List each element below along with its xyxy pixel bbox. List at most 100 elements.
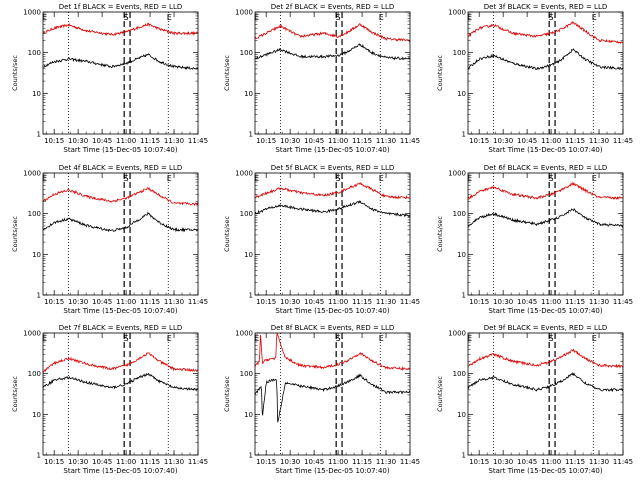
event-rate-series xyxy=(467,372,623,393)
interval-marker-label: E xyxy=(254,334,259,343)
interval-marker-label: E xyxy=(467,13,472,22)
interval-marker-label: S xyxy=(124,174,129,183)
x-tick-label: 10:45 xyxy=(517,298,537,306)
lld-rate-series xyxy=(42,187,199,207)
x-tick-label: 11:30 xyxy=(376,298,396,306)
x-tick-label: 11:15 xyxy=(352,137,372,145)
x-tick-label: 10:45 xyxy=(92,137,112,145)
x-axis-label: Start Time (15-Dec-05 10:07:40) xyxy=(275,146,389,154)
x-tick-label: 11:15 xyxy=(140,298,160,306)
x-tick-label: 11:15 xyxy=(565,137,585,145)
interval-marker-label: E xyxy=(592,13,597,22)
x-tick-label: 11:30 xyxy=(376,137,396,145)
x-tick-label: 10:45 xyxy=(304,137,324,145)
y-tick-label: 1 xyxy=(249,131,253,139)
y-tick-label: 1 xyxy=(37,452,41,460)
x-tick-label: 11:15 xyxy=(140,458,160,466)
x-tick-label: 10:15 xyxy=(44,458,64,466)
chart-title: Det 1f BLACK = Events, RED = LLD xyxy=(59,3,182,11)
chart-title: Det 6f BLACK = Events, RED = LLD xyxy=(484,164,607,172)
lld-rate-series xyxy=(467,181,624,200)
y-tick-label: 10 xyxy=(32,251,41,259)
y-tick-label: 100 xyxy=(28,49,41,57)
y-axis-label: Counts/sec xyxy=(223,216,231,252)
x-tick-label: 10:30 xyxy=(493,298,513,306)
y-tick-label: 100 xyxy=(453,370,466,378)
chart-panel-3: Det 3f BLACK = Events, RED = LLD 1 10 100 10… xyxy=(436,3,633,154)
chart-title: Det 8f BLACK = Events, RED = LLD xyxy=(271,324,394,332)
y-tick-label: 1000 xyxy=(23,9,41,17)
x-tick-label: 10:15 xyxy=(256,137,276,145)
lld-rate-series xyxy=(254,333,411,371)
x-tick-label: 11:45 xyxy=(400,137,420,145)
x-axis-label: Start Time (15-Dec-05 10:07:40) xyxy=(63,307,177,315)
y-axis-label: Counts/sec xyxy=(436,216,444,252)
chart-title: Det 4f BLACK = Events, RED = LLD xyxy=(59,164,182,172)
x-tick-label: 11:45 xyxy=(188,137,208,145)
x-tick-label: 11:15 xyxy=(352,458,372,466)
interval-marker-label: E xyxy=(592,174,597,183)
x-tick-label: 11:00 xyxy=(541,458,561,466)
plot-frame xyxy=(42,172,199,296)
x-tick-label: 11:15 xyxy=(352,298,372,306)
x-axis-label: Start Time (15-Dec-05 10:07:40) xyxy=(275,307,389,315)
x-axis-label: Start Time (15-Dec-05 10:07:40) xyxy=(488,467,602,475)
x-tick-label: 11:30 xyxy=(376,458,396,466)
y-tick-label: 100 xyxy=(28,370,41,378)
interval-marker-label: S xyxy=(336,174,341,183)
lld-rate-series xyxy=(42,22,198,37)
x-tick-label: 11:45 xyxy=(613,458,633,466)
interval-marker-label: E xyxy=(592,334,597,343)
x-tick-label: 10:15 xyxy=(256,298,276,306)
plot-frame xyxy=(254,332,411,456)
chart-panel-4: Det 4f BLACK = Events, RED = LLD 1 10 100 10… xyxy=(11,164,208,315)
chart-title: Det 7f BLACK = Events, RED = LLD xyxy=(59,324,182,332)
plot-frame xyxy=(42,332,199,456)
x-tick-label: 11:00 xyxy=(116,458,136,466)
interval-marker-label: E xyxy=(167,334,172,343)
x-tick-label: 10:30 xyxy=(68,458,88,466)
lld-rate-series xyxy=(467,348,624,369)
chart-title: Det 9f BLACK = Events, RED = LLD xyxy=(484,324,607,332)
x-tick-label: 11:30 xyxy=(589,137,609,145)
x-tick-label: 10:45 xyxy=(92,298,112,306)
x-tick-label: 11:45 xyxy=(613,298,633,306)
x-tick-label: 10:15 xyxy=(469,298,489,306)
y-tick-label: 10 xyxy=(457,251,466,259)
event-rate-series xyxy=(467,207,624,228)
x-tick-label: 11:30 xyxy=(164,298,184,306)
x-tick-label: 10:30 xyxy=(493,458,513,466)
x-tick-label: 10:15 xyxy=(469,458,489,466)
x-tick-label: 11:00 xyxy=(541,298,561,306)
chart-panel-2: Det 2f BLACK = Events, RED = LLD 1 10 100 10… xyxy=(223,3,420,154)
x-tick-label: 11:00 xyxy=(116,298,136,306)
event-rate-series xyxy=(42,211,199,233)
plot-frame xyxy=(254,11,411,135)
x-tick-label: 11:45 xyxy=(400,458,420,466)
y-tick-label: 100 xyxy=(453,49,466,57)
chart-panel-8: Det 8f BLACK = Events, RED = LLD 1 10 100 10… xyxy=(223,324,420,475)
y-tick-label: 1000 xyxy=(235,170,253,178)
plot-frame xyxy=(467,11,624,135)
x-tick-label: 11:30 xyxy=(164,137,184,145)
x-tick-label: 10:45 xyxy=(304,298,324,306)
interval-marker-label: E xyxy=(379,174,384,183)
chart-panel-6: Det 6f BLACK = Events, RED = LLD 1 10 100 10… xyxy=(436,164,633,315)
interval-marker-label: E xyxy=(379,13,384,22)
y-tick-label: 10 xyxy=(244,90,253,98)
x-axis-label: Start Time (15-Dec-05 10:07:40) xyxy=(488,307,602,315)
x-tick-label: 10:30 xyxy=(280,458,300,466)
y-tick-label: 10 xyxy=(457,90,466,98)
y-axis-label: Counts/sec xyxy=(11,55,19,91)
x-tick-label: 11:45 xyxy=(188,458,208,466)
y-tick-label: 10 xyxy=(244,411,253,419)
x-tick-label: 10:45 xyxy=(304,458,324,466)
interval-marker-label: S xyxy=(336,13,341,22)
x-tick-label: 10:15 xyxy=(44,298,64,306)
x-tick-label: 11:45 xyxy=(400,298,420,306)
x-tick-label: 11:30 xyxy=(589,458,609,466)
interval-marker-label: E xyxy=(42,13,47,22)
x-tick-label: 11:15 xyxy=(565,458,585,466)
x-tick-label: 10:45 xyxy=(517,137,537,145)
chart-panel-7: Det 7f BLACK = Events, RED = LLD 1 10 100 10… xyxy=(11,324,208,475)
